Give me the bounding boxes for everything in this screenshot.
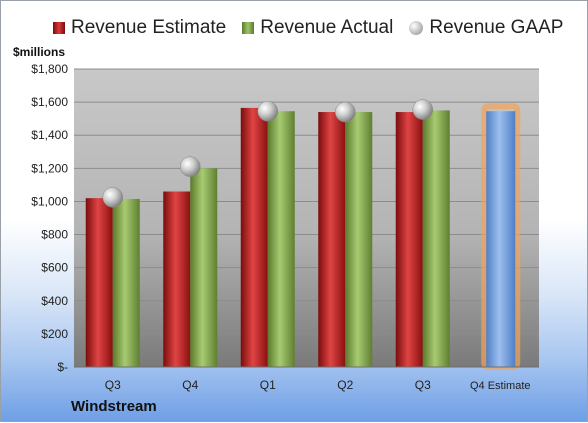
- bar-revenue-estimate: [240, 107, 268, 368]
- y-tick-label: $400: [41, 294, 68, 308]
- gaap-marker: [180, 156, 201, 177]
- y-tick-label: $1,400: [31, 128, 68, 142]
- x-tick-label: Q3: [105, 378, 121, 392]
- x-tick-label: Q2: [337, 378, 353, 392]
- x-tick-label: Q4: [182, 378, 198, 392]
- y-tick-label: $800: [41, 228, 68, 242]
- gaap-marker: [335, 101, 356, 123]
- x-tick-label: Q1: [260, 378, 276, 392]
- y-axis-units-label: $millions: [13, 45, 66, 59]
- bar-revenue-estimate: [163, 191, 191, 367]
- bar-revenue-actual: [422, 110, 450, 367]
- legend-item-estimate: Revenue Estimate: [53, 17, 226, 39]
- legend-item-gaap: Revenue GAAP: [409, 17, 563, 39]
- y-tick-label: $1,000: [31, 194, 68, 208]
- legend-label-gaap: Revenue GAAP: [429, 17, 564, 38]
- legend-label-estimate: Revenue Estimate: [71, 17, 227, 38]
- gaap-markers: [102, 99, 433, 208]
- x-tick-label: Q4 Estimate: [470, 380, 531, 392]
- y-tick-label: $1,200: [31, 161, 68, 175]
- y-tick-label: $1,600: [31, 95, 68, 109]
- gaap-marker: [257, 100, 278, 122]
- bar-revenue-actual: [345, 112, 373, 368]
- x-axis-ticks: Q3 Q4 Q1 Q2 Q3 Q4 Estimate: [74, 366, 539, 392]
- legend-item-actual: Revenue Actual: [242, 17, 393, 39]
- bar-revenue-estimate: [85, 198, 113, 367]
- x-tick-label: Q3: [415, 378, 431, 392]
- legend-swatch-gaap: [409, 21, 424, 35]
- bar-revenue-actual: [190, 168, 218, 367]
- company-name: Windstream: [71, 398, 157, 415]
- bar-q4-estimate: [486, 111, 516, 367]
- bars: [85, 103, 521, 370]
- y-tick-label: $600: [41, 261, 68, 275]
- plot-area: [74, 69, 539, 367]
- bar-revenue-actual: [267, 111, 295, 367]
- y-tick-label: $1,800: [31, 62, 68, 76]
- y-tick-label: $-: [57, 360, 68, 374]
- bar-revenue-estimate: [318, 112, 346, 368]
- bar-revenue-estimate: [395, 112, 423, 368]
- gaap-marker: [412, 99, 433, 120]
- bar-revenue-actual: [112, 198, 140, 367]
- y-tick-label: $200: [41, 327, 68, 341]
- legend-swatch-estimate: [53, 22, 65, 34]
- gaap-marker: [102, 187, 123, 208]
- legend-label-actual: Revenue Actual: [260, 17, 394, 38]
- chart-legend: Revenue Estimate Revenue Actual Revenue …: [53, 17, 563, 39]
- legend-swatch-actual: [242, 22, 255, 34]
- y-axis-ticks: $- $200 $400 $600 $800 $1,000 $1,200 $1,400 $1,6…: [31, 62, 68, 374]
